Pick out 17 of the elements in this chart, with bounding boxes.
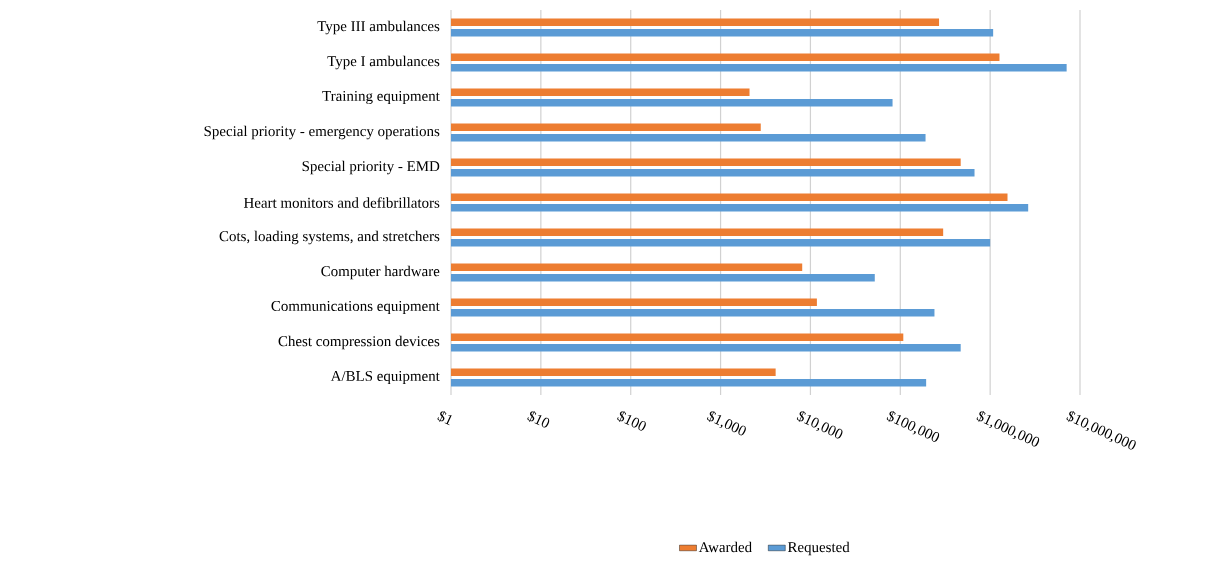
y-tick-label: Computer hardware [321, 265, 440, 280]
y-tick-label: Cots, loading systems, and stretchers [219, 230, 440, 245]
legend-label: Requested [787, 541, 850, 556]
y-tick-label: Communications equipment [271, 300, 440, 315]
x-tick-label: $1 [437, 410, 452, 426]
y-tick-label: Type I ambulances [327, 55, 440, 70]
x-tick-label: $1,000 [706, 410, 746, 436]
y-tick-label: Special priority - emergency operations [204, 125, 440, 140]
y-tick-label: Training equipment [322, 90, 440, 105]
y-tick-label: Special priority - EMD [302, 160, 440, 175]
legend-label: Awarded [698, 541, 752, 553]
x-tick-label: $10 [527, 410, 550, 428]
y-tick-label: Type III ambulances [317, 20, 440, 35]
y-tick-label: Chest compression devices [278, 335, 440, 350]
x-tick-label: $100 [617, 410, 646, 431]
y-tick-label: A/BLS equipment [330, 370, 440, 385]
y-tick-label: Heart monitors and defibrillators [243, 197, 440, 208]
